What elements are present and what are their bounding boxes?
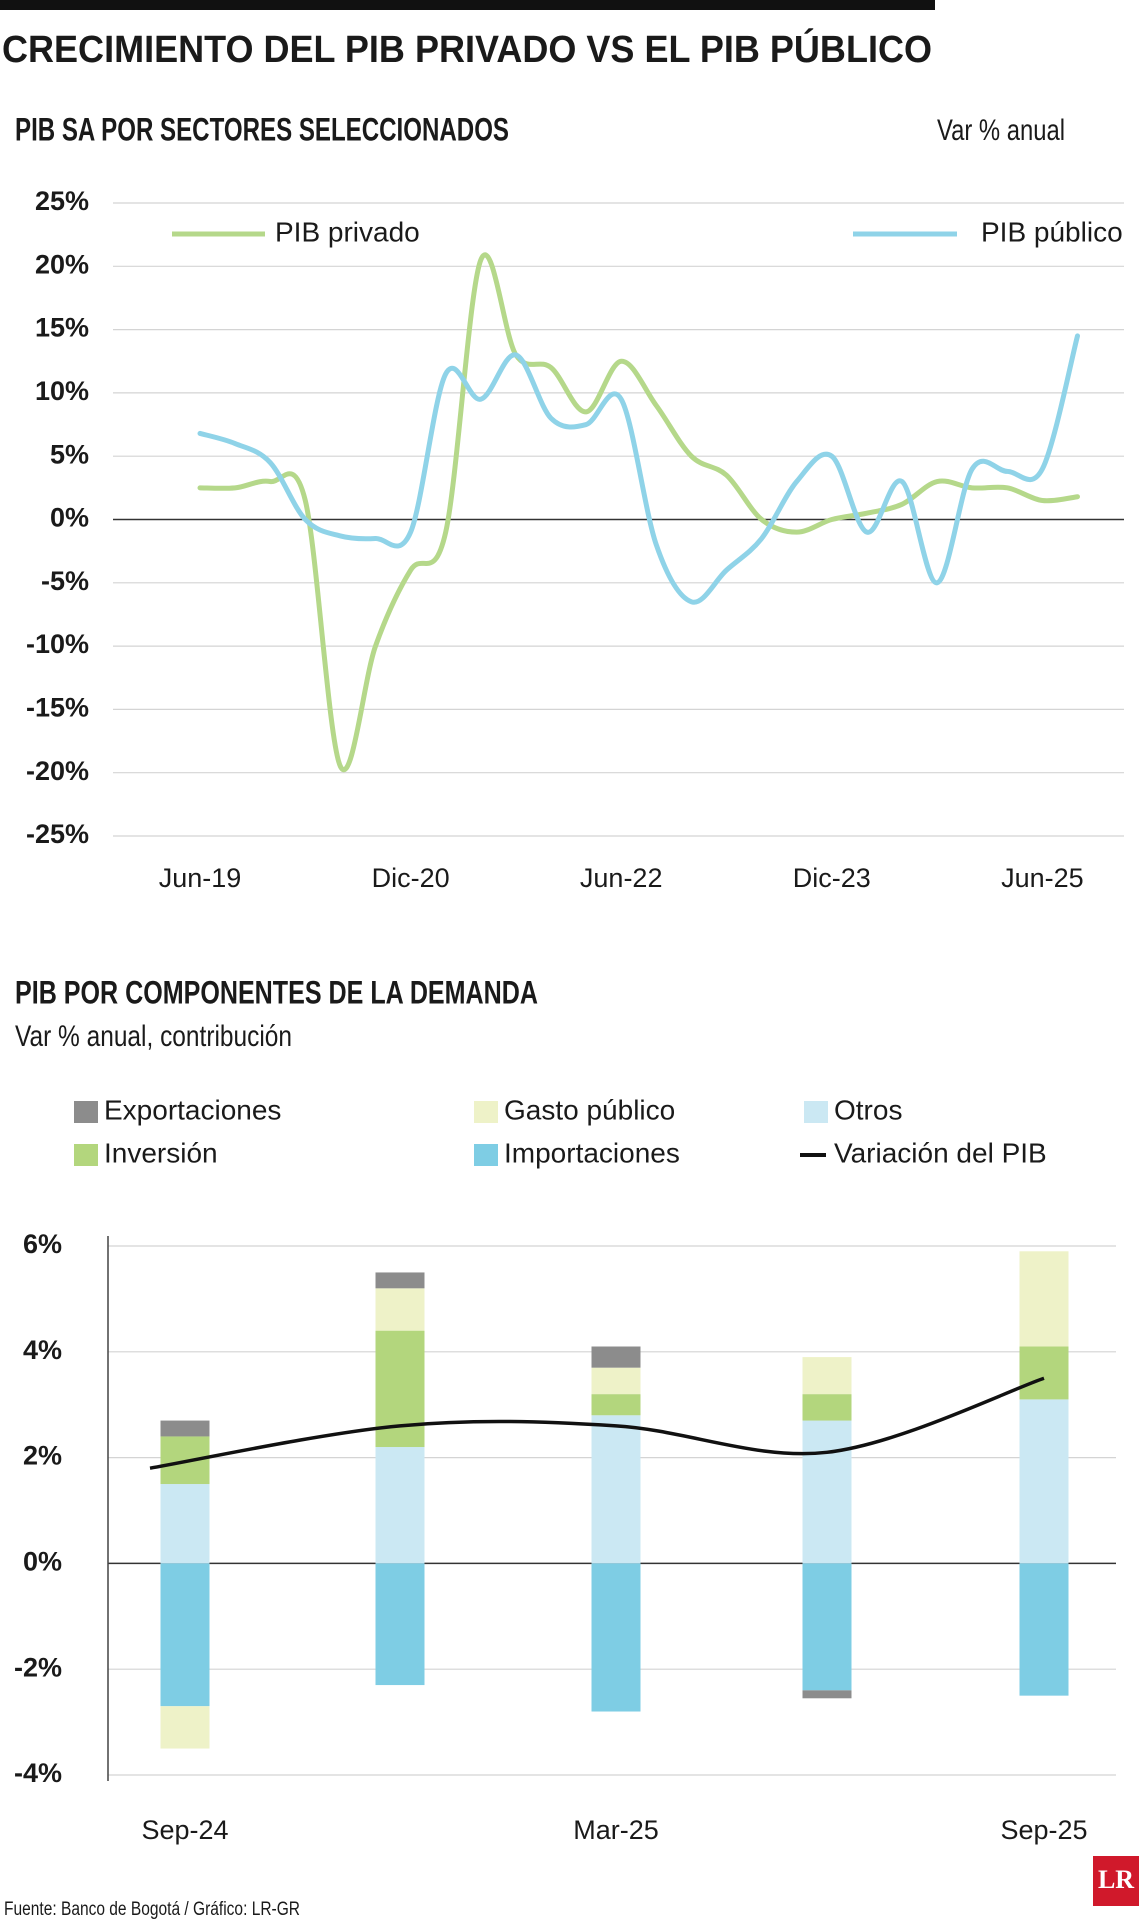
y-tick-label: 2%	[23, 1441, 62, 1471]
bar-segment	[375, 1272, 425, 1289]
bar-segment	[1019, 1563, 1069, 1696]
x-tick-label: Jun-19	[159, 863, 242, 893]
bar-segment	[1019, 1346, 1069, 1400]
y-tick-label: 25%	[35, 186, 89, 216]
y-tick-label: 0%	[50, 503, 89, 533]
legend-label: Otros	[834, 1094, 902, 1125]
y-tick-label: -10%	[26, 629, 89, 659]
bar-segment	[802, 1357, 852, 1395]
chart-title: PIB POR COMPONENTES DE LA DEMANDA	[15, 974, 538, 1010]
bar-segment	[591, 1415, 641, 1564]
bar-segment	[160, 1484, 210, 1564]
top-bar	[0, 0, 935, 10]
y-tick-label: 5%	[50, 439, 89, 469]
y-tick-label: 20%	[35, 249, 89, 279]
series-line	[197, 333, 1080, 605]
x-tick-label: Mar-25	[573, 1815, 659, 1845]
bar-segment	[160, 1563, 210, 1707]
bar-segment	[802, 1394, 852, 1421]
bar-segment	[160, 1420, 210, 1437]
y-tick-label: 0%	[23, 1547, 62, 1577]
bar-segment	[591, 1563, 641, 1712]
bar-segment	[591, 1367, 641, 1395]
legend-swatch	[474, 1101, 498, 1123]
bar-segment	[375, 1288, 425, 1331]
bar-segment	[591, 1346, 641, 1368]
x-tick-label: Dic-20	[372, 863, 450, 893]
bar-segment	[802, 1690, 852, 1699]
legend-swatch	[74, 1144, 98, 1166]
chart-subtitle: Var % anual, contribución	[15, 1020, 292, 1053]
x-tick-label: Sep-24	[141, 1815, 228, 1845]
page-title: CRECIMIENTO DEL PIB PRIVADO VS EL PIB PÚ…	[2, 27, 932, 71]
bar-segment	[1019, 1399, 1069, 1564]
y-tick-label: -2%	[14, 1652, 62, 1682]
y-tick-label: 10%	[35, 376, 89, 406]
y-tick-label: 6%	[23, 1229, 62, 1259]
y-tick-label: -20%	[26, 756, 89, 786]
legend-label: Importaciones	[504, 1137, 680, 1168]
y-tick-label: -15%	[26, 693, 89, 723]
chart-subtitle: Var % anual	[937, 114, 1065, 147]
x-tick-label: Jun-22	[580, 863, 663, 893]
chart-title: PIB SA POR SECTORES SELECCIONADOS	[15, 111, 509, 147]
bar-segment	[160, 1706, 210, 1749]
gdp-line	[149, 1376, 1045, 1470]
y-tick-label: 4%	[23, 1335, 62, 1365]
legend-label: Variación del PIB	[834, 1137, 1047, 1168]
series-line	[197, 252, 1080, 773]
x-tick-label: Jun-25	[1001, 863, 1084, 893]
y-tick-label: -25%	[26, 819, 89, 849]
legend-swatch	[804, 1101, 828, 1123]
bar-segment	[375, 1447, 425, 1564]
legend-label: PIB público	[981, 216, 1123, 247]
logo: LR	[1098, 1865, 1134, 1894]
x-tick-label: Sep-25	[1000, 1815, 1087, 1845]
source-note: Fuente: Banco de Bogotá / Gráfico: LR-GR	[4, 1899, 300, 1920]
legend-label: Inversión	[104, 1137, 218, 1168]
x-tick-label: Dic-23	[793, 863, 871, 893]
y-tick-label: -5%	[41, 566, 89, 596]
legend-swatch	[74, 1101, 98, 1123]
legend-label: PIB privado	[275, 216, 420, 247]
bar-segment	[1019, 1251, 1069, 1347]
y-tick-label: -4%	[14, 1758, 62, 1788]
legend-label: Exportaciones	[104, 1094, 281, 1125]
y-tick-label: 15%	[35, 313, 89, 343]
bar-segment	[802, 1420, 852, 1564]
legend-swatch	[474, 1144, 498, 1166]
bar-segment	[375, 1330, 425, 1448]
bar-segment	[375, 1563, 425, 1686]
bar-segment	[591, 1394, 641, 1416]
logo-box	[1093, 1856, 1139, 1906]
legend-label: Gasto público	[504, 1094, 675, 1125]
bar-segment	[802, 1563, 852, 1691]
